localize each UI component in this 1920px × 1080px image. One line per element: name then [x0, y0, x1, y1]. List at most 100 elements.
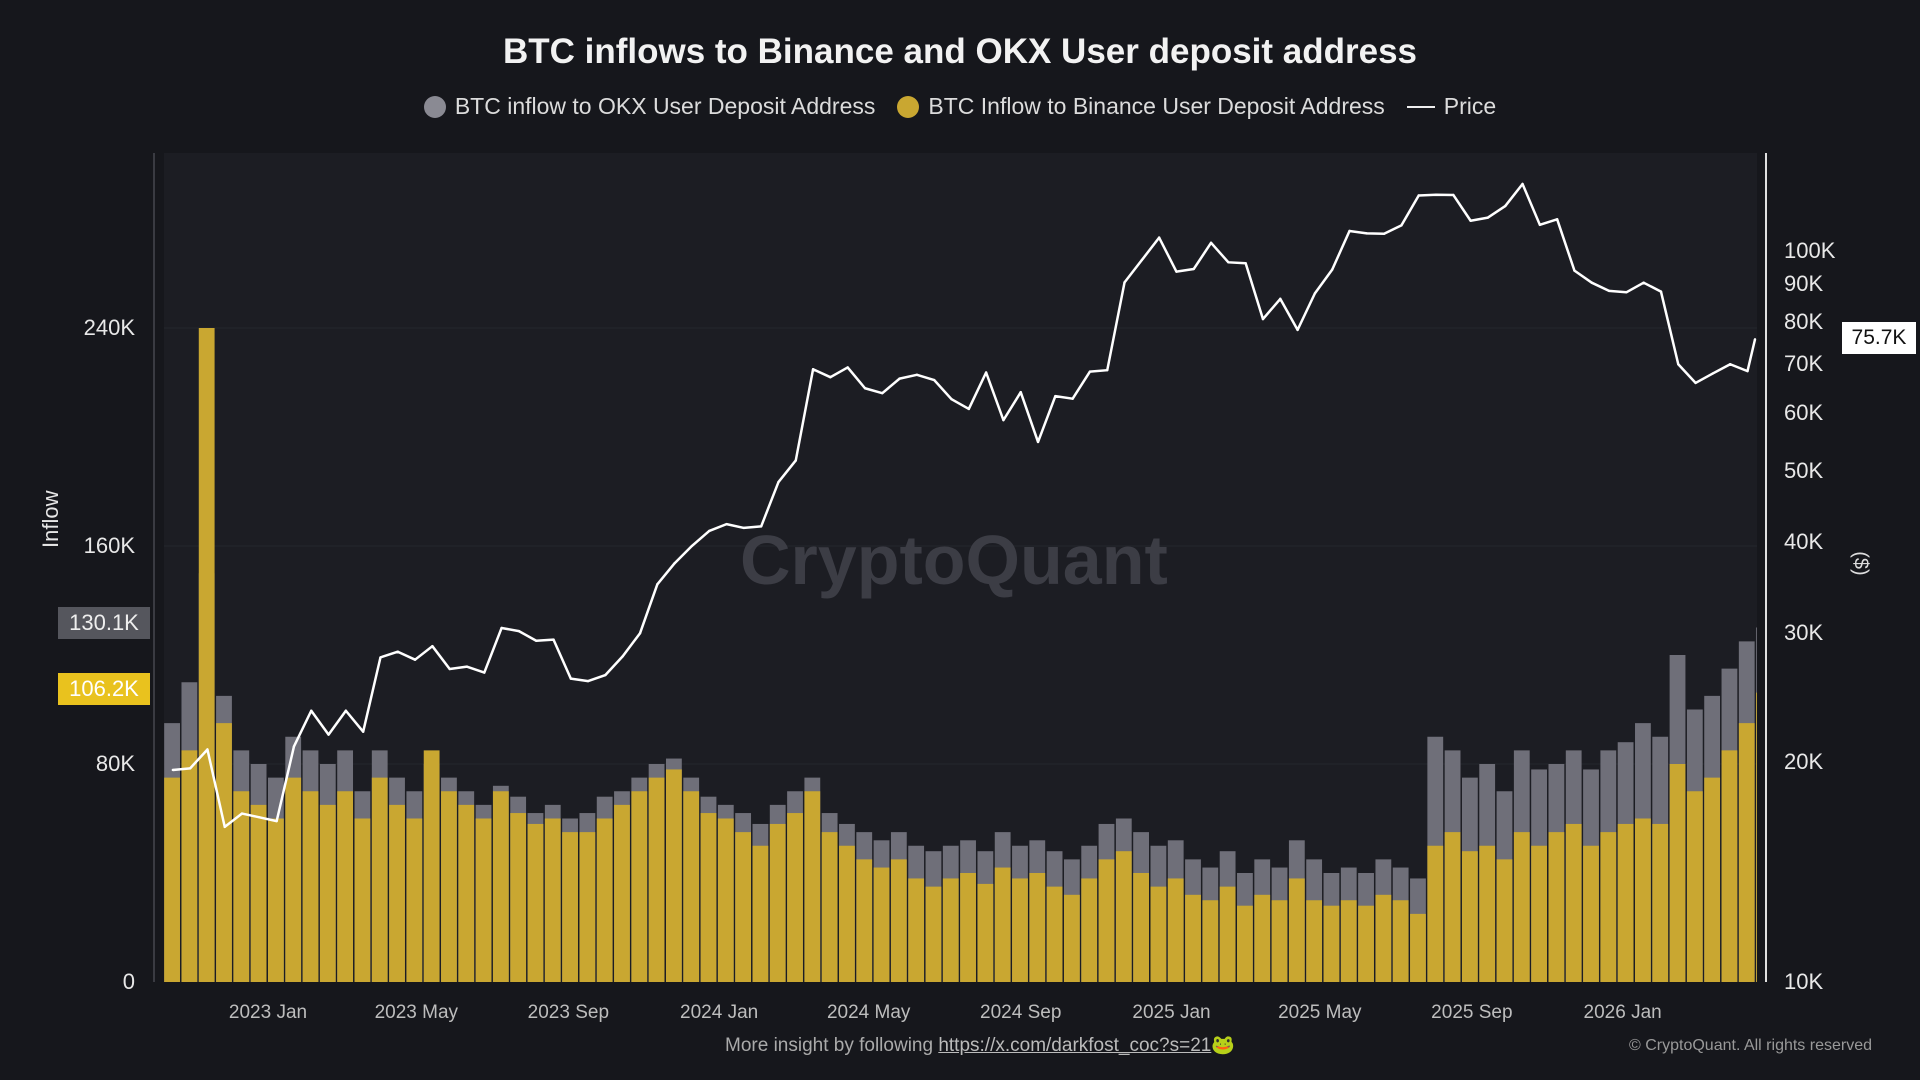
- price-point: [327, 733, 330, 736]
- binance-inflow-bar: [735, 832, 752, 982]
- binance-inflow-bar: [1738, 723, 1755, 982]
- price-point: [1434, 193, 1438, 196]
- x-tick-label: 2026 Jan: [1583, 1002, 1662, 1023]
- watermark: CryptoQuant: [740, 521, 1168, 599]
- binance-inflow-bar: [198, 328, 215, 982]
- price-point: [1106, 368, 1109, 372]
- right-tick-label: 50K: [1784, 458, 1824, 484]
- legend-label: BTC Inflow to Binance User Deposit Addre…: [928, 93, 1385, 119]
- price-point: [1677, 363, 1680, 366]
- footer-link[interactable]: https://x.com/darkfost_coc?s=21: [938, 1035, 1212, 1056]
- binance-inflow-bar: [1133, 873, 1150, 982]
- price-point: [1452, 193, 1455, 197]
- price-point: [881, 391, 884, 395]
- binance-inflow-bar: [700, 813, 717, 982]
- price-line-icon: [1406, 105, 1435, 108]
- binance-inflow-bar: [787, 813, 803, 982]
- price-point: [1753, 338, 1757, 341]
- binance-inflow-bar: [1410, 913, 1426, 982]
- binance-inflow-bar: [492, 791, 509, 982]
- left-tick-label: 80K: [95, 751, 135, 776]
- binance-inflow-bar: [1496, 859, 1513, 982]
- price-point: [258, 816, 261, 819]
- binance-inflow-bar: [164, 777, 180, 982]
- binance-inflow-bar: [717, 818, 734, 982]
- binance-inflow-bar: [1444, 832, 1461, 982]
- copyright: © CryptoQuant. All rights reserved: [1629, 1037, 1872, 1054]
- binance-inflow-bar: [1548, 832, 1565, 982]
- binance-inflow-bar: [389, 804, 405, 982]
- price-point: [1469, 219, 1472, 222]
- right-tick-label: 40K: [1784, 528, 1824, 554]
- binance-inflow-bar: [839, 845, 855, 982]
- x-tick-label: 2023 Sep: [527, 1002, 610, 1023]
- binance-inflow-bar: [181, 750, 198, 982]
- binance-inflow-bar: [614, 804, 630, 982]
- price-point: [1054, 394, 1057, 398]
- right-tick-label: 30K: [1784, 620, 1824, 646]
- price-point: [656, 583, 659, 586]
- price-point: [1088, 370, 1092, 373]
- binance-inflow-bar: [1115, 851, 1132, 982]
- legend-item-okx[interactable]: BTC inflow to OKX User Deposit Address: [423, 93, 875, 120]
- x-tick-label: 2025 Sep: [1431, 1002, 1513, 1023]
- price-point: [742, 526, 746, 530]
- right-tick-label: 90K: [1784, 271, 1824, 297]
- binance-inflow-bar: [1202, 900, 1219, 982]
- price-point: [517, 629, 521, 633]
- binance-inflow-bar: [1617, 823, 1634, 982]
- binance-inflow-bar: [1046, 886, 1063, 982]
- binance-inflow-bar: [890, 859, 907, 982]
- frog-icon: 🐸: [1211, 1035, 1235, 1056]
- binance-inflow-bar: [1583, 845, 1599, 982]
- legend-item-binance[interactable]: BTC Inflow to Binance User Deposit Addre…: [897, 93, 1385, 120]
- binance-inflow-bar: [1288, 878, 1305, 982]
- binance-inflow-bar: [1652, 823, 1669, 982]
- binance-inflow-bar: [216, 723, 232, 982]
- binance-inflow-bar: [648, 777, 665, 982]
- price-point: [1590, 281, 1593, 284]
- binance-inflow-bar: [268, 818, 284, 982]
- price-point: [240, 812, 244, 815]
- price-point: [188, 767, 192, 770]
- price-point: [379, 656, 382, 659]
- price-point: [1365, 232, 1369, 235]
- price-point: [1175, 270, 1178, 273]
- binance-inflow-bar: [1167, 878, 1184, 982]
- right-tick-label: 70K: [1784, 351, 1824, 377]
- legend-item-price[interactable]: Price: [1406, 93, 1496, 120]
- okx-last-value-badge: 130.1K: [58, 607, 150, 639]
- binance-inflow-bar: [1185, 894, 1201, 982]
- binance-inflow-bar: [1012, 878, 1028, 982]
- price-point: [863, 387, 867, 390]
- price-point: [604, 673, 607, 677]
- binance-dot-icon: [897, 95, 920, 118]
- price-point: [292, 745, 296, 748]
- price-point: [1227, 261, 1230, 264]
- binance-inflow-bar: [1098, 859, 1115, 982]
- binance-inflow-bar: [1686, 791, 1703, 982]
- binance-inflow-bar: [475, 818, 492, 982]
- binance-inflow-bar: [423, 750, 440, 982]
- binance-inflow-bar: [250, 804, 267, 982]
- price-point: [673, 562, 676, 565]
- binance-inflow-bar: [1254, 894, 1271, 982]
- legend: BTC inflow to OKX User Deposit Address B…: [0, 93, 1920, 120]
- price-point: [967, 407, 971, 411]
- binance-inflow-bar: [873, 867, 890, 982]
- price-point: [396, 650, 399, 653]
- right-tick-label: 80K: [1784, 308, 1824, 334]
- binance-inflow-bar: [908, 878, 925, 982]
- price-point: [1746, 369, 1749, 373]
- price-point: [1036, 440, 1040, 444]
- price-point: [1659, 290, 1663, 293]
- binance-inflow-bar: [319, 804, 336, 982]
- binance-inflow-bar: [1375, 894, 1392, 982]
- price-point: [1400, 224, 1403, 227]
- binance-inflow-bar: [1029, 873, 1046, 982]
- binance-inflow-bar: [1513, 832, 1530, 982]
- binance-inflow-bar: [683, 791, 700, 982]
- price-point: [552, 638, 555, 641]
- price-point: [1521, 182, 1524, 186]
